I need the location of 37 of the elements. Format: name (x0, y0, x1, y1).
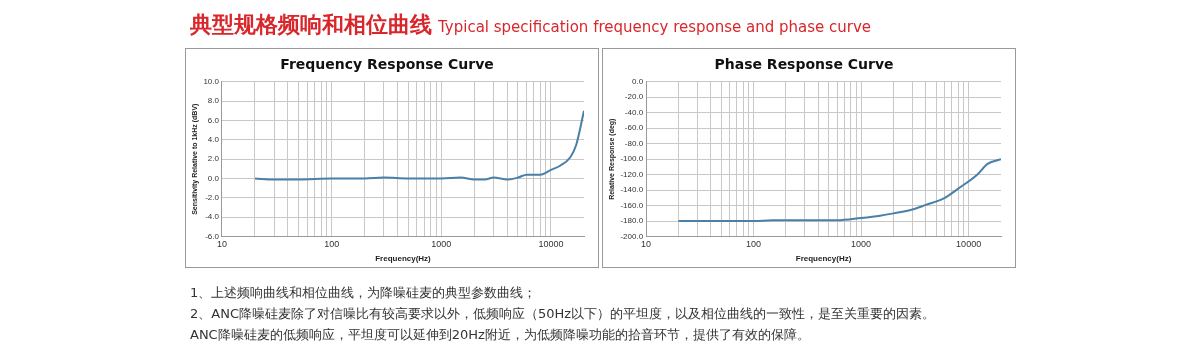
x-tick-label: 1000 (431, 239, 452, 250)
y-tick-label: -140.0 (620, 185, 644, 195)
y-tick-label: 6.0 (207, 115, 220, 125)
x-axis-title: Frequency(Hz) (375, 254, 432, 264)
y-tick-label: 8.0 (207, 96, 220, 106)
x-tick-label: 10000 (538, 239, 564, 250)
y-tick-label: -100.0 (620, 154, 644, 164)
y-tick-label: 2.0 (207, 154, 220, 164)
y-tick-label: -200.0 (620, 231, 644, 241)
y-tick-label: -120.0 (620, 169, 644, 179)
y-tick-label: 10.0 (203, 77, 220, 86)
y-tick-label: 4.0 (207, 135, 220, 145)
y-tick-label: -180.0 (620, 216, 644, 226)
text: Typical specification frequency response and phase curve (438, 18, 872, 36)
y-tick-label: 0.0 (207, 173, 220, 183)
y-tick-label: -40.0 (624, 107, 644, 117)
x-tick-label: 10 (216, 239, 227, 250)
text: 2、ANC降噪硅麦除了对信噪比有较高要求以外，低频响应（50Hz以下）的平坦度，以及相位曲线的一致性，是至关重要的因素。 (190, 305, 936, 323)
x-axis-title: Frequency(Hz) (795, 254, 852, 264)
x-tick-label: 100 (746, 239, 762, 250)
y-tick-label: -6.0 (205, 231, 220, 241)
y-tick-label: 0.0 (631, 77, 644, 86)
x-tick-label: 100 (324, 239, 340, 250)
y-tick-label: -2.0 (205, 193, 220, 203)
x-tick-label: 1000 (851, 239, 872, 250)
text: ANC降噪硅麦的低频响应，平坦度可以延伸到20Hz附近，为低频降噪功能的拾音环节，提供了有效的保障。 (190, 326, 811, 344)
y-tick-label: -80.0 (624, 138, 644, 148)
y-tick-label: -160.0 (620, 200, 644, 210)
chart-title: Frequency Response Curve (280, 56, 494, 73)
x-tick-label: 10000 (956, 239, 982, 250)
x-tick-label: 10 (641, 239, 652, 250)
y-tick-label: -60.0 (624, 123, 644, 133)
y-tick-label: -20.0 (624, 92, 644, 102)
y-tick-label: -4.0 (205, 212, 220, 222)
text: 典型规格频响和相位曲线 (190, 12, 432, 37)
text: 1、上述频响曲线和相位曲线，为降噪硅麦的典型参数曲线； (190, 284, 538, 302)
chart-title: Phase Response Curve (714, 56, 894, 73)
